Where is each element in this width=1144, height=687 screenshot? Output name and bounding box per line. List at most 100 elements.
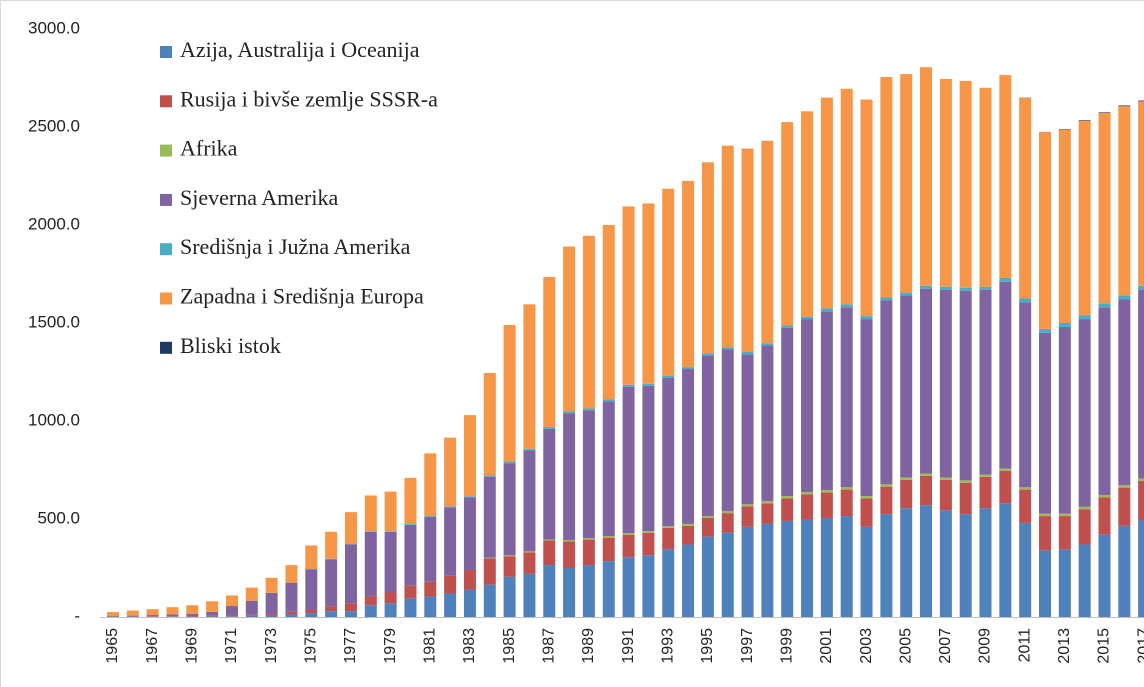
bar-segment <box>404 585 417 599</box>
bar-segment <box>801 319 814 493</box>
bar-segment <box>781 327 794 497</box>
bar-segment <box>543 427 556 429</box>
bar-segment <box>1019 522 1032 617</box>
bar-segment <box>1078 509 1091 545</box>
bar-segment <box>1019 97 1032 299</box>
bar-segment <box>424 453 437 517</box>
bar-segment <box>404 524 417 525</box>
bar-segment <box>602 536 615 538</box>
bar-segment <box>1118 525 1131 617</box>
bar-segment <box>761 503 774 524</box>
bar-segment <box>622 533 635 535</box>
bar-segment <box>265 592 278 614</box>
x-tick-label: 1975 <box>303 628 320 664</box>
bar-segment <box>1098 497 1111 535</box>
x-tick-label: 1983 <box>461 628 478 664</box>
x-tick-label: 1971 <box>223 628 240 664</box>
bar-segment <box>761 140 774 344</box>
bar-segment <box>900 292 913 296</box>
bar-segment <box>1058 129 1071 323</box>
bar-segment <box>325 559 338 607</box>
bar-segment <box>344 611 357 617</box>
bar-segment <box>939 78 952 287</box>
bar-segment <box>186 605 199 614</box>
bar-segment <box>820 308 833 312</box>
bar-segment <box>1118 485 1131 488</box>
bar-segment <box>444 593 457 617</box>
bar-segment <box>523 552 536 574</box>
bar-segment <box>761 500 774 504</box>
bar-segment <box>622 557 635 617</box>
bar-segment <box>781 122 794 326</box>
bar-segment <box>1078 120 1091 121</box>
bar-segment <box>880 486 893 515</box>
bar-segment <box>225 616 238 617</box>
bar-segment <box>364 605 377 617</box>
bar-segment <box>424 596 437 617</box>
bar-segment <box>820 97 833 309</box>
bar-segment <box>186 613 199 617</box>
bar-segment <box>463 569 476 590</box>
bar-segment <box>483 475 496 477</box>
bar-segment <box>582 539 595 566</box>
bar-segment <box>305 609 318 614</box>
bar-segment <box>305 613 318 617</box>
bar-segment <box>126 615 139 617</box>
bar-segment <box>959 480 972 483</box>
y-tick-label: 2000.0 <box>28 214 80 233</box>
bar-segment <box>701 536 714 617</box>
bar-segment <box>939 286 952 290</box>
bar-segment <box>959 80 972 288</box>
bar-segment <box>582 538 595 540</box>
bar-segment <box>999 281 1012 469</box>
bar-segment <box>642 383 655 386</box>
bar-segment <box>1098 303 1111 308</box>
bar-segment <box>543 539 556 541</box>
bar-segment <box>662 375 675 378</box>
bar-segment <box>285 611 298 615</box>
bar-segment <box>860 496 873 499</box>
bar-segment <box>225 595 238 607</box>
bar-segment <box>801 316 814 320</box>
bar-segment <box>682 544 695 617</box>
bar-segment <box>563 411 576 414</box>
x-tick-label: 2005 <box>897 628 914 664</box>
bar-segment <box>741 148 754 353</box>
bar-segment <box>483 584 496 617</box>
bar-segment <box>642 555 655 617</box>
bar-segment <box>483 557 496 559</box>
bar-segment <box>1019 487 1032 490</box>
x-tick-label: 1969 <box>184 628 201 664</box>
bar-segment <box>900 479 913 509</box>
legend-swatch <box>160 144 172 157</box>
bar-segment <box>920 473 933 476</box>
bar-segment <box>523 573 536 617</box>
x-tick-label: 2011 <box>1016 628 1033 663</box>
bar-segment <box>860 498 873 527</box>
x-tick-label: 2003 <box>858 628 875 664</box>
bar-segment <box>880 77 893 298</box>
bar-segment <box>1098 495 1111 498</box>
bar-segment <box>384 531 397 593</box>
bar-segment <box>701 516 714 519</box>
bar-segment <box>384 491 397 532</box>
legend-label: Zapadna i Središnja Europa <box>180 284 424 309</box>
x-tick-label: 1995 <box>699 628 716 664</box>
bar-segment <box>563 541 576 568</box>
bar-segment <box>721 347 734 350</box>
bar-segment <box>364 596 377 606</box>
bar-segment <box>1098 112 1111 113</box>
bar-segment <box>245 614 258 616</box>
bar-segment <box>801 492 814 495</box>
bar-segment <box>1118 105 1131 107</box>
bar-segment <box>543 540 556 566</box>
bar-segment <box>721 145 734 348</box>
bar-segment <box>979 476 992 509</box>
x-tick-label: 1985 <box>501 628 518 664</box>
bar-segment <box>622 534 635 558</box>
bar-segment <box>1019 302 1032 488</box>
bar-segment <box>880 514 893 617</box>
bar-segment <box>701 162 714 354</box>
bar-segment <box>820 518 833 617</box>
